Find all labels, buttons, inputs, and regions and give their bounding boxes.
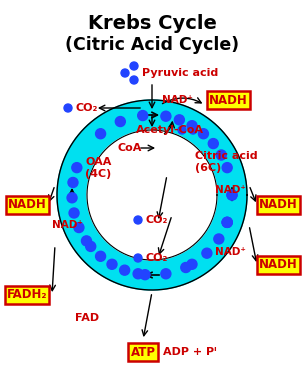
Text: CO₂: CO₂ <box>146 215 168 225</box>
Circle shape <box>69 208 79 218</box>
Text: NAD⁺: NAD⁺ <box>52 220 83 230</box>
Circle shape <box>134 254 142 262</box>
Circle shape <box>120 265 130 275</box>
Circle shape <box>161 111 171 121</box>
Text: NAD⁺: NAD⁺ <box>215 247 246 257</box>
Text: CO₂: CO₂ <box>146 253 168 263</box>
Text: OAA
(4C): OAA (4C) <box>85 157 111 179</box>
Circle shape <box>222 217 232 227</box>
Circle shape <box>64 104 72 112</box>
Text: ATP: ATP <box>131 345 156 358</box>
Text: NAD⁺: NAD⁺ <box>162 95 193 105</box>
Circle shape <box>107 259 117 269</box>
Circle shape <box>161 269 171 279</box>
Circle shape <box>187 121 197 131</box>
Circle shape <box>81 236 92 246</box>
Circle shape <box>121 69 129 77</box>
Circle shape <box>95 129 106 139</box>
Circle shape <box>133 269 143 279</box>
Circle shape <box>57 100 247 290</box>
Text: NADH: NADH <box>8 198 46 212</box>
Text: NADH: NADH <box>259 258 297 271</box>
Circle shape <box>95 251 106 261</box>
Circle shape <box>86 241 96 252</box>
Text: CoA: CoA <box>117 143 142 153</box>
Circle shape <box>216 150 226 160</box>
Circle shape <box>181 263 191 272</box>
Circle shape <box>189 126 197 134</box>
Circle shape <box>67 193 77 203</box>
Circle shape <box>214 234 224 244</box>
Text: Citric acid
(6C): Citric acid (6C) <box>195 151 258 173</box>
Circle shape <box>227 190 237 200</box>
Circle shape <box>187 259 197 269</box>
Circle shape <box>140 270 150 280</box>
Text: FADH₂: FADH₂ <box>7 288 47 301</box>
Circle shape <box>208 139 218 149</box>
Text: NADH: NADH <box>259 198 297 212</box>
Circle shape <box>138 111 148 120</box>
Text: FAD: FAD <box>75 313 99 323</box>
Circle shape <box>174 115 184 125</box>
Circle shape <box>72 163 82 173</box>
Circle shape <box>222 217 232 227</box>
Text: CO₂: CO₂ <box>76 103 99 113</box>
Text: Pyruvic acid: Pyruvic acid <box>142 68 218 78</box>
Circle shape <box>202 248 212 258</box>
Circle shape <box>87 130 217 260</box>
Text: NADH: NADH <box>209 93 247 106</box>
Text: NAD⁺: NAD⁺ <box>215 185 246 195</box>
Circle shape <box>134 216 142 224</box>
Circle shape <box>130 76 138 84</box>
Circle shape <box>130 62 138 70</box>
Text: ADP + Pᴵ: ADP + Pᴵ <box>163 347 217 357</box>
Circle shape <box>222 217 232 227</box>
Circle shape <box>199 129 208 139</box>
Circle shape <box>178 126 186 134</box>
Text: (Citric Acid Cycle): (Citric Acid Cycle) <box>66 36 239 54</box>
Text: Krebs Cycle: Krebs Cycle <box>88 14 217 33</box>
Circle shape <box>68 177 78 187</box>
Text: Acetyl-CoA: Acetyl-CoA <box>136 125 204 135</box>
Circle shape <box>222 163 232 173</box>
Circle shape <box>227 190 237 200</box>
Circle shape <box>74 223 84 233</box>
Circle shape <box>115 117 125 127</box>
